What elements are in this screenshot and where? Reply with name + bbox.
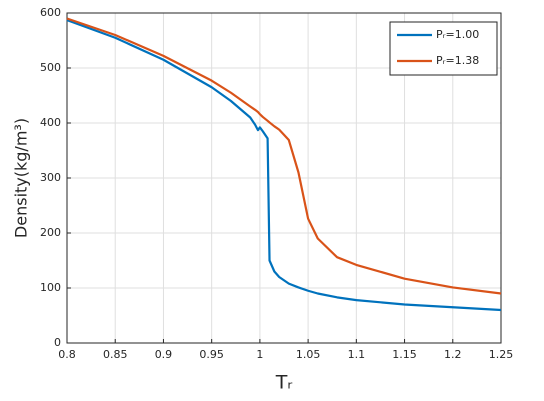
x-tick-label: 1.15 xyxy=(392,348,417,361)
line-series xyxy=(66,19,502,312)
x-tick-label: 1.1 xyxy=(348,348,366,361)
x-tick-label: 1.05 xyxy=(296,348,321,361)
x-tick-label: 1 xyxy=(256,348,263,361)
x-tick-label: 0.85 xyxy=(103,348,128,361)
y-axis-label: Density(kg/m³) xyxy=(12,118,31,238)
legend-label: Pᵣ=1.38 xyxy=(436,54,479,67)
legend-box xyxy=(389,21,498,76)
x-tick-label: 0.95 xyxy=(199,348,224,361)
line-series xyxy=(66,17,502,295)
y-tick-label: 0 xyxy=(54,336,61,349)
x-axis-label: Tᵣ xyxy=(275,372,293,394)
y-tick-label: 600 xyxy=(40,6,61,19)
y-tick-label: 200 xyxy=(40,226,61,239)
x-tick-label: 0.9 xyxy=(155,348,173,361)
legend-label: Pᵣ=1.00 xyxy=(436,28,479,41)
x-tick-label: 1.2 xyxy=(444,348,462,361)
y-tick-label: 100 xyxy=(40,281,61,294)
x-tick-label: 1.25 xyxy=(489,348,514,361)
plot-frame xyxy=(66,12,502,344)
y-tick-label: 300 xyxy=(40,171,61,184)
y-tick-label: 400 xyxy=(40,116,61,129)
y-tick-label: 500 xyxy=(40,61,61,74)
x-tick-label: 0.8 xyxy=(58,348,76,361)
